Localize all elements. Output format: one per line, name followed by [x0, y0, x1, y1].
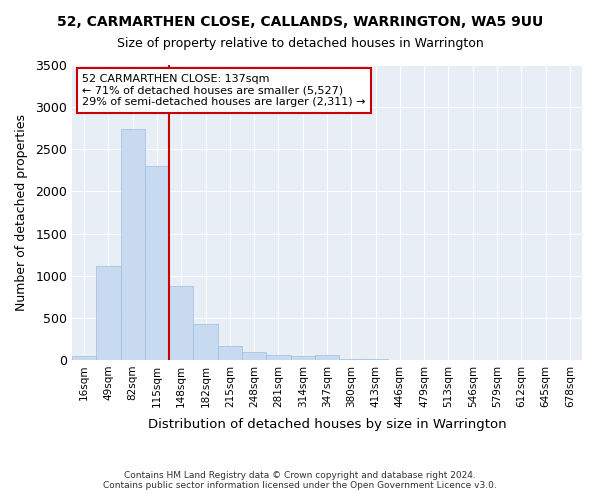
Bar: [339, 358, 364, 360]
X-axis label: Distribution of detached houses by size in Warrington: Distribution of detached houses by size …: [148, 418, 506, 431]
Bar: [121, 129, 145, 360]
Bar: [72, 356, 96, 360]
Bar: [315, 356, 339, 360]
Bar: [96, 266, 121, 360]
Bar: [169, 286, 193, 360]
Bar: [145, 166, 169, 360]
Text: Size of property relative to detached houses in Warrington: Size of property relative to detached ho…: [116, 38, 484, 51]
Text: Contains HM Land Registry data © Crown copyright and database right 2024.
Contai: Contains HM Land Registry data © Crown c…: [103, 470, 497, 490]
Bar: [242, 352, 266, 360]
Text: 52 CARMARTHEN CLOSE: 137sqm
← 71% of detached houses are smaller (5,527)
29% of : 52 CARMARTHEN CLOSE: 137sqm ← 71% of det…: [82, 74, 366, 107]
Bar: [266, 354, 290, 360]
Bar: [218, 346, 242, 360]
Bar: [290, 356, 315, 360]
Bar: [193, 324, 218, 360]
Text: 52, CARMARTHEN CLOSE, CALLANDS, WARRINGTON, WA5 9UU: 52, CARMARTHEN CLOSE, CALLANDS, WARRINGT…: [57, 15, 543, 29]
Y-axis label: Number of detached properties: Number of detached properties: [16, 114, 28, 311]
